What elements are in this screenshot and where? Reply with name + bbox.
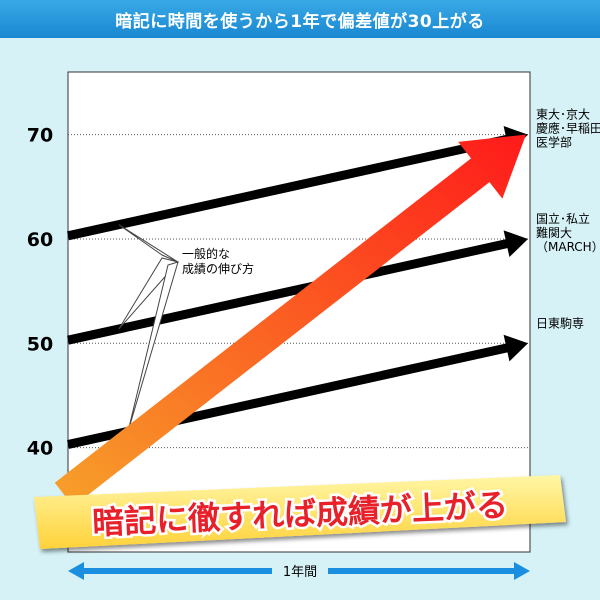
series-label-0-line-2: 医学部 [536,135,572,150]
x-axis-label-bg [272,562,328,580]
slogan-banner-shape [34,475,566,549]
y-tick-50: 50 [27,333,53,355]
callout-pointer-bottom [127,261,179,432]
x-axis-span-right-head [514,562,530,580]
grid-lines [68,134,530,449]
x-axis-span: 1年間 [68,562,530,580]
chart-title: 暗記に時間を使うから1年で偏差値が30上がる [0,0,600,38]
callout: 一般的な成績の伸び方 [118,224,254,432]
callout-text-line-1: 成績の伸び方 [182,261,254,276]
x-axis-span-left-head [68,562,84,580]
series-label-2-line-0: 日東駒専 [536,316,584,330]
callout-pointer-top [118,224,179,263]
series-label-1: 国立･私立難関大（MARCH） [536,211,600,254]
series-label-1-line-0: 国立･私立 [536,211,590,226]
x-axis-label: 1年間 [283,565,317,580]
callout-text: 一般的な成績の伸び方 [182,246,254,276]
series-label-0: 東大･京大慶應･早稲田医学部 [536,108,600,150]
highlight-arrow-shape [54,134,526,507]
series-label-0-line-1: 慶應･早稲田 [536,121,600,136]
y-tick-70: 70 [27,125,53,147]
callout-text-line-0: 一般的な [182,246,230,261]
y-tick-labels: 40 50 60 70 [27,125,53,460]
series-label-1-line-2: （MARCH） [536,240,600,254]
callout-pointer-middle [118,257,179,330]
series-label-0-line-0: 東大･京大 [536,108,590,122]
y-tick-60: 60 [27,229,53,251]
highlight-arrow [54,134,526,507]
series-line-1 [67,230,529,345]
series-line-0 [67,126,529,241]
y-tick-40: 40 [27,438,53,460]
series-label-1-line-1: 難関大 [536,225,572,240]
series-label-2: 日東駒専 [536,316,584,330]
